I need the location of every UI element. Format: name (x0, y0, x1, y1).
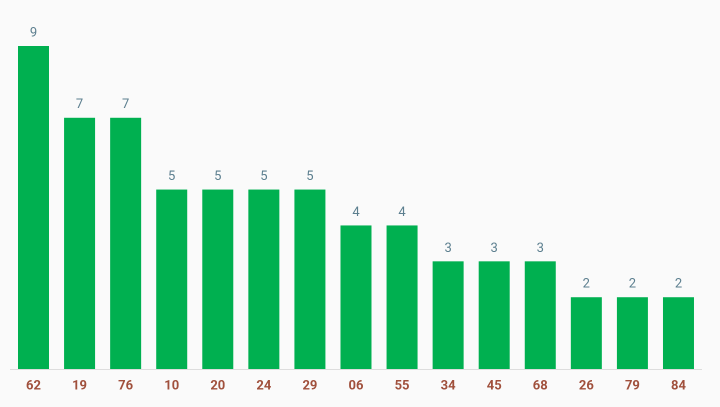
data-label: 5 (260, 169, 267, 184)
data-label: 3 (537, 241, 544, 256)
data-label: 4 (352, 205, 360, 220)
x-tick-label: 20 (210, 378, 225, 393)
x-tick-label: 29 (302, 378, 317, 393)
x-tick-label: 24 (256, 378, 271, 393)
data-label: 7 (76, 97, 83, 112)
data-label: 3 (444, 241, 451, 256)
x-tick-label: 34 (441, 378, 456, 393)
bar (432, 261, 464, 369)
bar (340, 225, 372, 369)
x-tick-label: 76 (118, 378, 133, 393)
bar (156, 189, 188, 369)
bar (64, 117, 96, 370)
data-label: 2 (629, 277, 636, 292)
data-label: 5 (306, 169, 313, 184)
bar (524, 261, 556, 369)
x-tick-label: 45 (487, 378, 502, 393)
x-tick-label: 19 (72, 378, 87, 393)
bar (18, 46, 49, 369)
x-tick-label: 55 (395, 378, 410, 393)
data-label: 7 (122, 97, 129, 112)
x-tick-label: 62 (26, 378, 41, 393)
data-label: 2 (675, 277, 682, 292)
bar (386, 225, 418, 369)
bar (202, 189, 234, 369)
x-tick-label: 79 (625, 378, 640, 393)
data-label: 3 (491, 241, 498, 256)
data-label: 5 (214, 169, 221, 184)
x-tick-label: 84 (671, 378, 686, 393)
x-tick-label: 06 (349, 378, 364, 393)
data-label: 9 (30, 25, 37, 40)
bar (248, 189, 280, 369)
data-label: 2 (583, 277, 590, 292)
x-tick-label: 26 (579, 378, 594, 393)
data-label: 5 (168, 169, 175, 184)
bar (616, 297, 648, 369)
bar (570, 297, 602, 369)
bar (110, 117, 142, 370)
data-label: 4 (398, 205, 406, 220)
x-tick-label: 68 (533, 378, 548, 393)
x-tick-label: 10 (164, 378, 179, 393)
bar (478, 261, 510, 369)
bar (294, 189, 326, 369)
bar (662, 297, 694, 369)
